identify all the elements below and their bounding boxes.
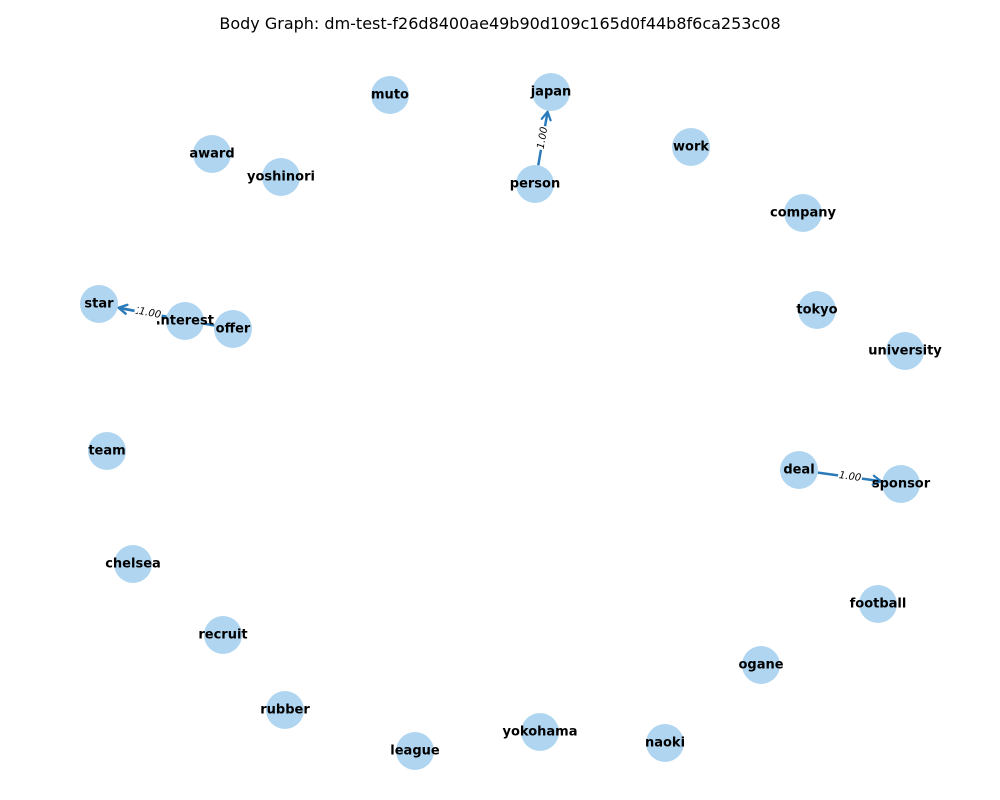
node-japan: japan (530, 73, 572, 111)
node-circle (532, 73, 570, 111)
node-label: league (390, 744, 440, 759)
edge-label-background (137, 305, 163, 322)
node-label: japan (530, 85, 572, 100)
node-label: tokyo (796, 303, 837, 318)
node-circle (371, 76, 409, 114)
node-label: ogane (738, 658, 783, 673)
node-yokohama: yokohama (503, 713, 578, 751)
node-circle (780, 451, 818, 489)
node-circle (262, 158, 300, 196)
node-recruit: recruit (198, 616, 248, 654)
node-circle (80, 285, 118, 323)
node-circle (88, 432, 126, 470)
node-label: rubber (260, 703, 310, 718)
node-circle (114, 545, 152, 583)
node-league: league (390, 732, 440, 770)
node-rubber: rubber (260, 691, 310, 729)
node-circle (646, 724, 684, 762)
edge-weight-label: 1.00 (536, 126, 551, 150)
node-company: company (770, 194, 837, 232)
edge-labels-layer: 1.001.001.001.00 (133, 125, 863, 485)
node-sponsor: sponsor (872, 465, 931, 503)
node-team: team (88, 432, 126, 470)
edge-weight-label: 1.00 (838, 470, 862, 484)
node-label: muto (371, 88, 409, 103)
node-label: football (850, 597, 907, 612)
node-star: star (80, 285, 118, 323)
node-football: football (850, 585, 907, 623)
node-circle (798, 291, 836, 329)
node-chelsea: chelsea (105, 545, 161, 583)
node-circle (396, 732, 434, 770)
node-label: recruit (198, 628, 247, 643)
node-label: interest (156, 314, 214, 329)
node-label: yokohama (503, 725, 578, 740)
node-circle (166, 302, 204, 340)
edge-label-group: 1.00 (137, 305, 163, 322)
node-label: work (673, 140, 709, 155)
node-label: team (88, 444, 125, 459)
node-label: offer (216, 322, 251, 337)
edge-label-background (837, 469, 863, 485)
edge-label-group: 1.00 (535, 125, 551, 151)
node-university: university (868, 332, 942, 370)
graph-title: Body Graph: dm-test-f26d8400ae49b90d109c… (219, 14, 780, 33)
node-label: star (84, 297, 114, 312)
node-label: person (510, 177, 560, 192)
node-circle (214, 310, 252, 348)
node-label: deal (783, 463, 814, 478)
node-person: person (510, 165, 560, 203)
node-circle (886, 332, 924, 370)
node-circle (516, 165, 554, 203)
node-circle (672, 128, 710, 166)
node-work: work (672, 128, 710, 166)
edges-layer (119, 112, 882, 482)
node-deal: deal (780, 451, 818, 489)
node-circle (204, 616, 242, 654)
node-circle (266, 691, 304, 729)
node-label: yoshinori (247, 170, 315, 185)
node-naoki: naoki (645, 724, 685, 762)
node-yoshinori: yoshinori (247, 158, 315, 196)
edge-weight-label: 1.00 (138, 306, 162, 321)
edge-label-group: 1.00 (837, 469, 863, 485)
node-label: naoki (645, 736, 685, 751)
node-circle (193, 135, 231, 173)
node-label: chelsea (105, 557, 161, 572)
node-circle (521, 713, 559, 751)
edge-label-background (535, 125, 551, 151)
node-ogane: ogane (738, 646, 784, 684)
node-tokyo: tokyo (796, 291, 838, 329)
node-circle (882, 465, 920, 503)
node-circle (784, 194, 822, 232)
node-offer: offer (214, 310, 252, 348)
node-circle (859, 585, 897, 623)
nodes-layer: japan muto work person award yoshinori company… (80, 73, 942, 770)
node-label: university (868, 344, 942, 359)
node-muto: muto (371, 76, 409, 114)
node-circle (742, 646, 780, 684)
node-label: company (770, 206, 837, 221)
node-label: award (189, 147, 234, 162)
node-interest: interest (156, 302, 214, 340)
node-label: sponsor (872, 477, 931, 492)
node-award: award (189, 135, 235, 173)
